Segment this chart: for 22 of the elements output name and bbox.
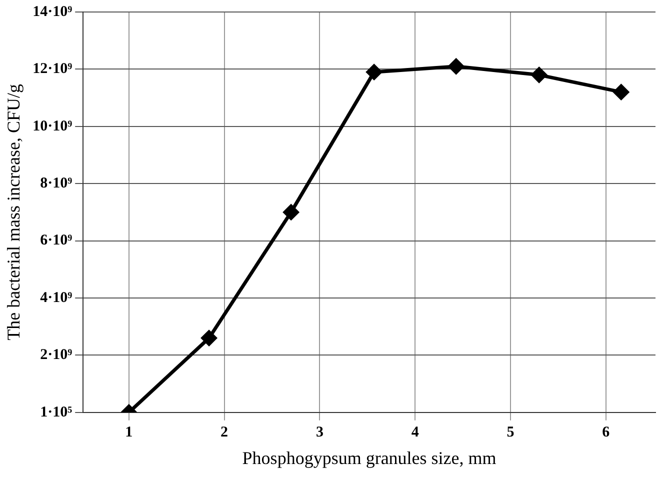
x-tick-label: 5 <box>506 424 514 440</box>
x-tick-label: 4 <box>411 424 420 440</box>
y-tick-label: 12·10⁹ <box>32 61 73 78</box>
y-tick-label: 4·10⁹ <box>40 290 73 306</box>
y-tick-label: 1·10⁵ <box>40 404 73 420</box>
point <box>531 67 547 83</box>
point <box>366 64 382 80</box>
x-tick-label: 1 <box>125 424 133 440</box>
x-tick-label: 6 <box>602 424 610 440</box>
y-tick-label: 14·10⁹ <box>32 4 73 20</box>
y-tick-label: 2·10⁹ <box>40 347 73 364</box>
x-tick-label: 3 <box>316 424 324 440</box>
point <box>448 58 464 74</box>
x-axis-title: Phosphogypsum granules size, mm <box>242 448 496 468</box>
y-tick-label: 10·10⁹ <box>32 118 73 134</box>
point <box>613 84 629 100</box>
point <box>201 330 217 346</box>
x-tick-label: 2 <box>220 424 228 440</box>
y-tick-label: 8·10⁹ <box>40 175 73 192</box>
point <box>283 204 299 220</box>
y-tick-label: 6·10⁹ <box>40 232 73 249</box>
y-axis-title: The bacterial mass increase, CFU/g <box>4 84 24 340</box>
